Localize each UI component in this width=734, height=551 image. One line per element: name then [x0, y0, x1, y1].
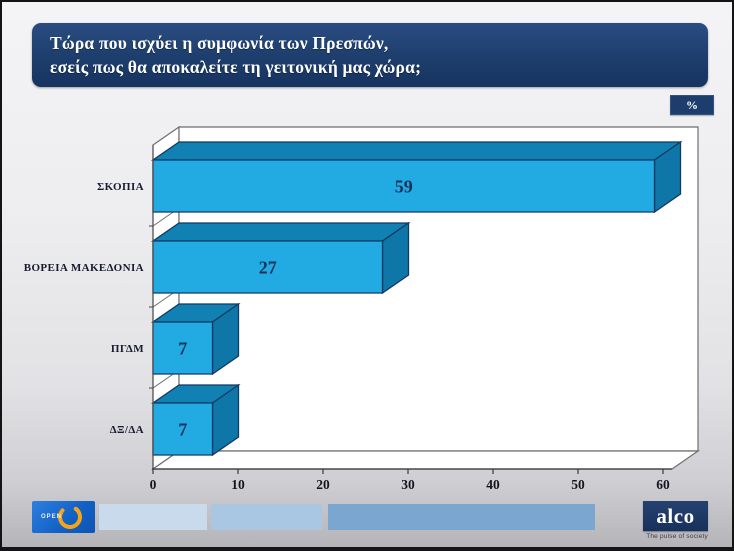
category-label: ΣΚΟΠΙΑ — [97, 181, 144, 193]
x-axis-tick-label: 0 — [150, 477, 157, 492]
footer-band-1 — [99, 504, 207, 530]
x-axis-tick-label: 60 — [656, 477, 670, 492]
alco-logo: alco The pulse of society — [643, 501, 708, 541]
bar-value-label: 7 — [178, 420, 187, 440]
bar-top-face — [150, 222, 411, 242]
title-banner: Τώρα που ισχύει η συμφωνία των Πρεσπών, … — [32, 23, 708, 87]
title-line-2: εσείς πως θα αποκαλείτε τη γειτονική μας… — [50, 56, 422, 77]
x-axis-tick-label: 10 — [231, 477, 245, 492]
category-label: ΠΓΔΜ — [111, 343, 144, 355]
percent-badge-label: % — [686, 97, 698, 112]
open-arc-icon — [58, 505, 82, 529]
bar-top-face — [150, 141, 683, 161]
alco-logo-label: alco — [656, 503, 695, 528]
category-label: ΔΞ/ΔΑ — [110, 424, 144, 436]
x-axis-tick-label: 20 — [316, 477, 330, 492]
x-axis-tick-label: 50 — [571, 477, 585, 492]
x-axis-tick-label: 40 — [486, 477, 500, 492]
footer-band-2 — [211, 504, 322, 530]
category-label: ΒΟΡΕΙΑ ΜΑΚΕΔΟΝΙΑ — [24, 262, 144, 274]
chart-floor — [151, 450, 700, 470]
x-axis-tick-label: 30 — [401, 477, 415, 492]
open-logo-label: OPEN — [41, 514, 63, 520]
alco-logo-box: alco — [643, 501, 708, 531]
open-tv-logo: OPEN — [32, 501, 95, 533]
bar-value-label: 27 — [259, 258, 277, 278]
bar-value-label: 59 — [395, 177, 413, 197]
alco-tagline: The pulse of society — [646, 533, 708, 540]
bar-value-label: 7 — [178, 339, 187, 359]
percent-badge: % — [670, 95, 714, 115]
title-line-1: Τώρα που ισχύει η συμφωνία των Πρεσπών, — [50, 33, 389, 53]
footer-band-3 — [328, 504, 595, 530]
